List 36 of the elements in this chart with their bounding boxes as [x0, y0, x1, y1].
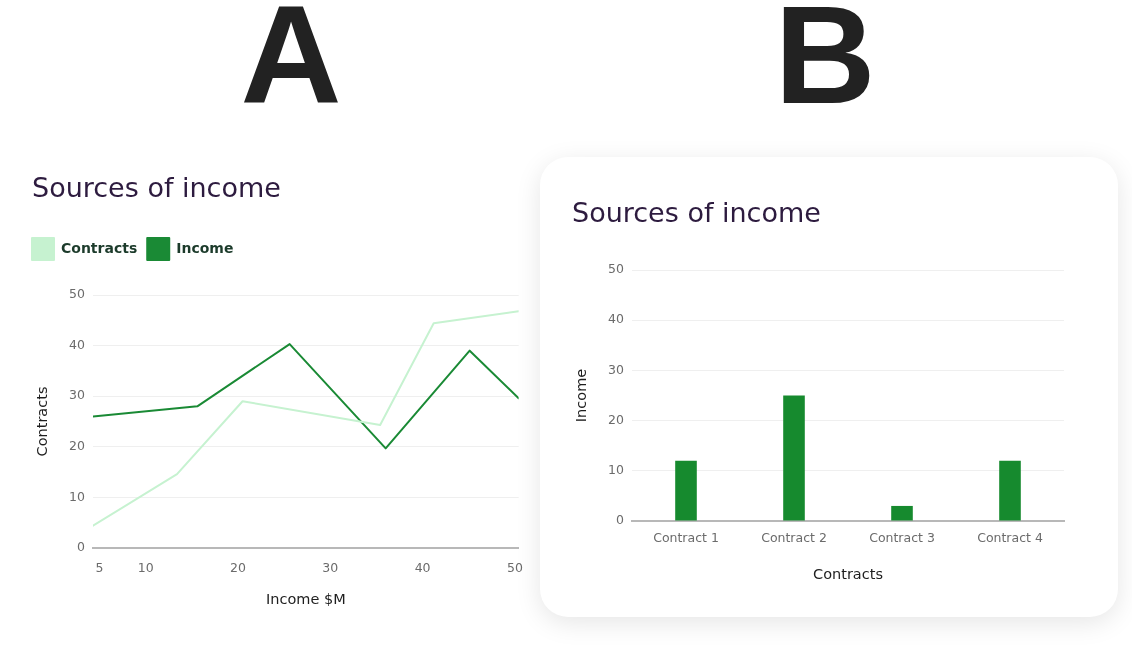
- y-tick-label: 30: [608, 361, 625, 377]
- y-tick-label: 50: [608, 261, 625, 277]
- legend-label: Contracts: [61, 239, 138, 256]
- chart-title: Sources of income: [32, 171, 281, 205]
- y-tick-label: 40: [69, 336, 86, 352]
- y-tick-label: 20: [608, 411, 625, 427]
- x-tick-label: Contract 3: [869, 529, 935, 545]
- y-tick-label: 30: [69, 387, 86, 403]
- y-tick-label: 10: [608, 462, 625, 478]
- x-tick-label: Contract 4: [977, 529, 1043, 545]
- x-tick-label: Contract 1: [653, 529, 719, 545]
- y-tick-label: 40: [608, 311, 625, 327]
- y-tick-label: 50: [69, 286, 86, 302]
- bar: [783, 395, 805, 521]
- y-tick-label: 0: [77, 539, 86, 555]
- y-axis-title: Contracts: [34, 386, 51, 457]
- bar: [675, 460, 697, 521]
- x-tick-label: 30: [322, 559, 339, 575]
- bar: [999, 460, 1021, 521]
- text: B: [774, 0, 876, 133]
- text: A: [240, 0, 342, 133]
- legend-label: Income: [176, 239, 234, 256]
- chart-title: Sources of income: [572, 196, 821, 230]
- x-tick-label: 40: [414, 559, 431, 575]
- bar: [891, 505, 913, 521]
- y-tick-label: 10: [69, 488, 86, 504]
- x-axis-title: Contracts: [813, 566, 883, 583]
- y-tick-label: 0: [616, 512, 625, 528]
- x-tick-label: Contract 2: [761, 529, 827, 545]
- y-tick-label: 20: [69, 438, 86, 454]
- x-tick-label: 10: [137, 559, 154, 575]
- x-axis-title: Income $M: [265, 591, 346, 608]
- x-tick-label: 5: [95, 559, 104, 575]
- y-axis-title: Income: [573, 368, 590, 423]
- x-tick-label: 20: [230, 559, 246, 575]
- x-tick-label: 50: [506, 559, 523, 575]
